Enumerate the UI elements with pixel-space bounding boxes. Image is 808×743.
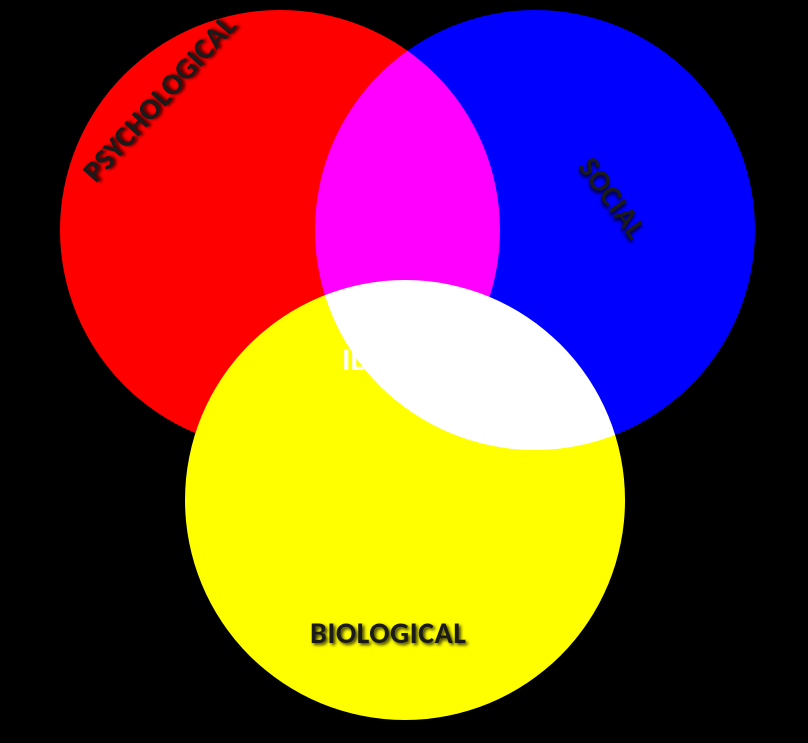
- center-label-line1: HEALTH: [342, 305, 444, 342]
- venn-diagram: PSYCHOLOGICAL SOCIAL BIOLOGICAL HEALTH I…: [0, 0, 808, 743]
- center-label-line2: ILLNESS: [342, 342, 444, 379]
- label-biological: BIOLOGICAL: [310, 615, 466, 652]
- label-biological-text: BIOLOGICAL: [310, 615, 466, 652]
- center-label: HEALTH ILLNESS: [342, 305, 444, 379]
